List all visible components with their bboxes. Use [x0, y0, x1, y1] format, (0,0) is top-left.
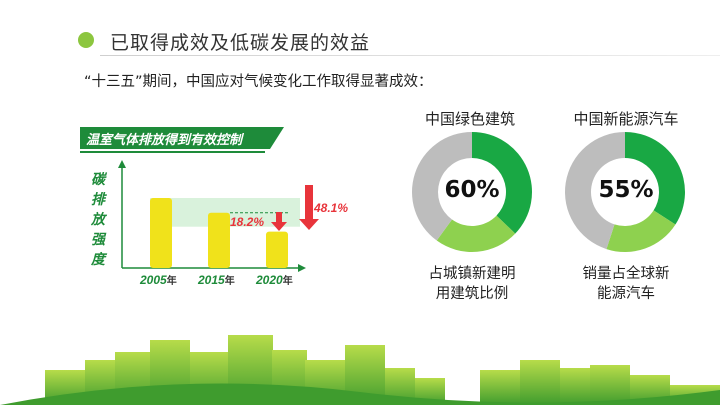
carbon-intensity-chart: 18.2% 48.1% 2005年 2015年 2020年 — [118, 160, 348, 287]
ylabel-char: 排 — [91, 192, 105, 208]
ylabel-char: 碳 — [91, 172, 105, 188]
donut-caption-green-building: 占城镇新建明 用建筑比例 — [412, 264, 532, 304]
large-down-arrow-icon — [299, 185, 319, 230]
caption-line: 用建筑比例 — [435, 286, 509, 302]
chart-ylabel: 碳 排 放 强 度 — [88, 170, 108, 270]
page-title: 已取得成效及低碳发展的效益 — [110, 32, 371, 54]
bullet-dot-icon — [78, 32, 94, 48]
title-divider — [100, 55, 720, 56]
caption-line: 销量占全球新 — [582, 266, 670, 282]
green-building-donut — [412, 132, 532, 252]
chart-heading-box: 温室气体排放得到有效控制 — [80, 127, 284, 149]
x-tick-label: 2005年 — [139, 273, 177, 287]
bar-2015 — [208, 212, 230, 268]
donut-title-new-energy-vehicle: 中国新能源汽车 — [573, 110, 679, 128]
intro-text: “十三五”期间，中国应对气候变化工作取得显著成效： — [84, 74, 433, 90]
x-tick-label: 2020年 — [255, 273, 293, 287]
ylabel-char: 度 — [91, 252, 105, 268]
caption-line: 占城镇新建明 — [428, 266, 516, 282]
secondary-segment — [606, 210, 676, 252]
donut-caption-new-energy-vehicle: 销量占全球新 能源汽车 — [566, 264, 686, 304]
small-down-arrow-icon — [271, 212, 287, 231]
chart-heading-underline — [80, 151, 265, 153]
primary-segment — [472, 132, 532, 234]
x-tick-label: 2015年 — [197, 273, 235, 287]
donut-title-green-building: 中国绿色建筑 — [424, 110, 515, 128]
remainder-segment — [565, 132, 625, 250]
ylabel-char: 放 — [91, 212, 105, 228]
donut-value-new-energy-vehicle: 55% — [598, 177, 654, 203]
bar-2020 — [266, 231, 288, 268]
bar-2005 — [150, 198, 172, 268]
y-axis-arrow-icon — [118, 160, 126, 168]
new-energy-vehicle-donut — [565, 132, 685, 252]
title-bar: 已取得成效及低碳发展的效益 — [0, 22, 720, 58]
reduction-large-label: 48.1% — [313, 201, 348, 215]
donut-value-green-building: 60% — [444, 177, 500, 203]
secondary-segment — [436, 215, 516, 252]
chart-heading: 温室气体排放得到有效控制 — [86, 133, 243, 148]
reduction-small-label: 18.2% — [230, 215, 264, 229]
remainder-segment — [412, 132, 472, 241]
green-city-skyline — [0, 335, 720, 405]
ylabel-char: 强 — [91, 232, 105, 248]
caption-line: 能源汽车 — [597, 286, 655, 302]
x-axis-arrow-icon — [298, 264, 306, 272]
primary-segment — [625, 132, 685, 225]
